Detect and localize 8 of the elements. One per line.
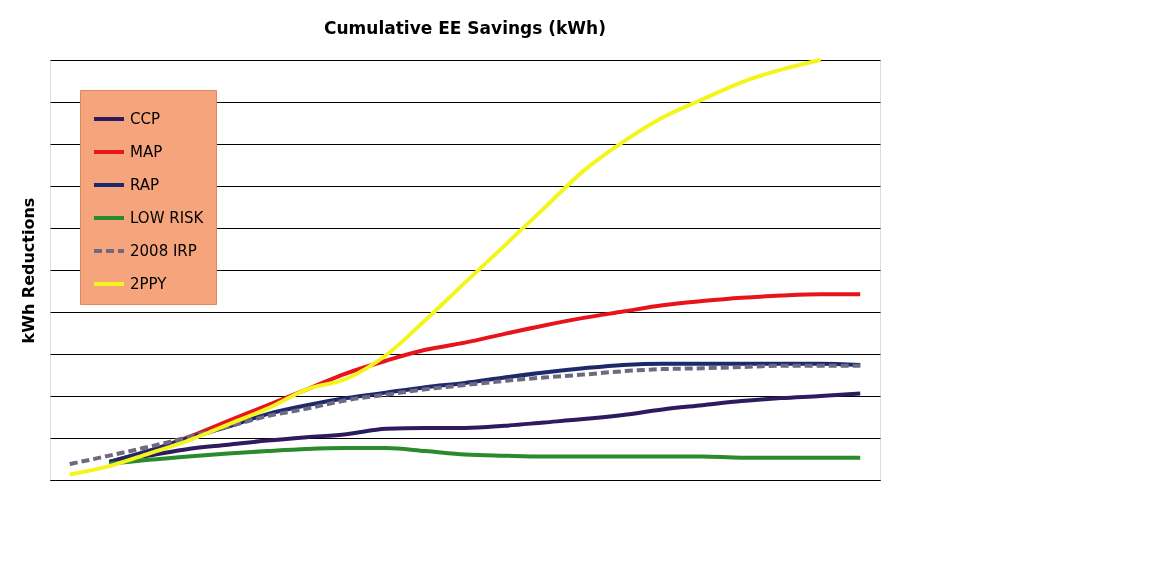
legend-label: MAP	[130, 143, 163, 161]
legend-label: RAP	[130, 176, 160, 194]
legend-label: 2008 IRP	[130, 242, 197, 260]
legend-label: LOW RISK	[130, 209, 205, 227]
chart-title: Cumulative EE Savings (kWh)	[324, 18, 606, 38]
legend-label: 2PPY	[130, 275, 168, 293]
y-axis-title: kWh Reductions	[18, 197, 38, 344]
legend-label: CCP	[130, 110, 160, 128]
